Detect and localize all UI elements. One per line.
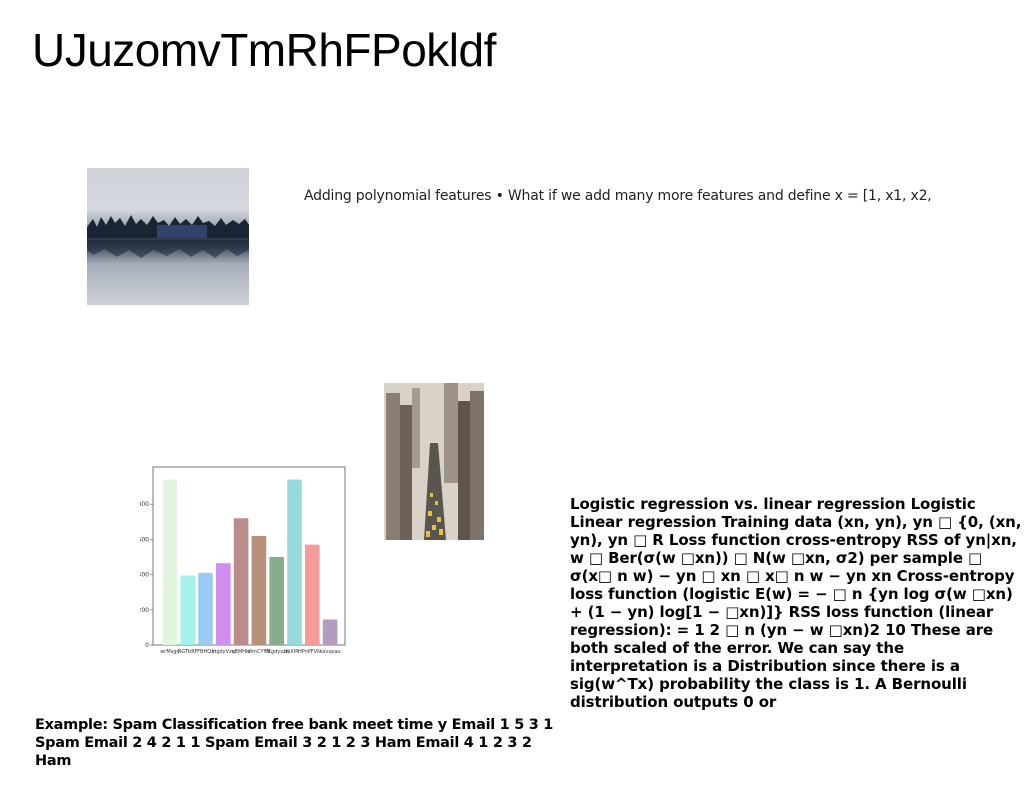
bar-8: [305, 544, 320, 645]
y-tick-label: 400: [140, 572, 149, 579]
x-tick-label: wrMsgd: [160, 649, 179, 655]
bar-7: [287, 479, 302, 645]
bar-9: [322, 619, 338, 645]
x-tick-label: RGTbRF: [178, 649, 198, 655]
reflection-graphic: [87, 240, 249, 258]
bar-0: [162, 479, 178, 645]
y-axis: 0 200 400 600 800: [140, 501, 153, 649]
plot-frame: [152, 466, 346, 646]
bar-5: [251, 535, 267, 645]
treeline-graphic: [87, 215, 249, 238]
lake-photo: [87, 168, 249, 305]
x-tick-label: kavxpau: [319, 649, 340, 655]
city-graphic: [384, 383, 484, 540]
x-tick-label: FBHQz: [197, 649, 214, 655]
x-tick-label: hXgdyxzK: [264, 649, 289, 655]
x-tick-label: ldgdyVzq: [212, 649, 235, 655]
y-tick-label: 600: [140, 536, 149, 543]
bar-3: [216, 563, 231, 645]
bar-chart: 0200400600800 wrMsgdRGTbRFFBHQzldgdyVzqe…: [140, 466, 346, 655]
logistic-regression-text: Logistic regression vs. linear regressio…: [570, 495, 1022, 711]
y-tick-label: 800: [140, 501, 149, 508]
bar-1: [180, 575, 195, 645]
x-tick-label: bxXMHP: [284, 649, 305, 655]
bars: [162, 479, 338, 645]
bar-6: [269, 557, 284, 645]
y-tick-label: 200: [140, 607, 149, 614]
x-tick-label: eimCYYN: [248, 649, 271, 655]
x-tick-label: nPFVk: [305, 649, 320, 655]
y-tick-label: 0: [145, 642, 149, 649]
bar-2: [198, 572, 213, 645]
page-title: UJuzomvTmRhFPokldf: [32, 24, 496, 76]
caption-text: Adding polynomial features • What if we …: [304, 188, 932, 204]
bar-4: [233, 518, 249, 645]
x-tick-label: eBMHkf: [231, 649, 250, 655]
spam-example-text: Example: Spam Classification free bank m…: [35, 717, 554, 769]
city-street-photo: [384, 383, 484, 540]
